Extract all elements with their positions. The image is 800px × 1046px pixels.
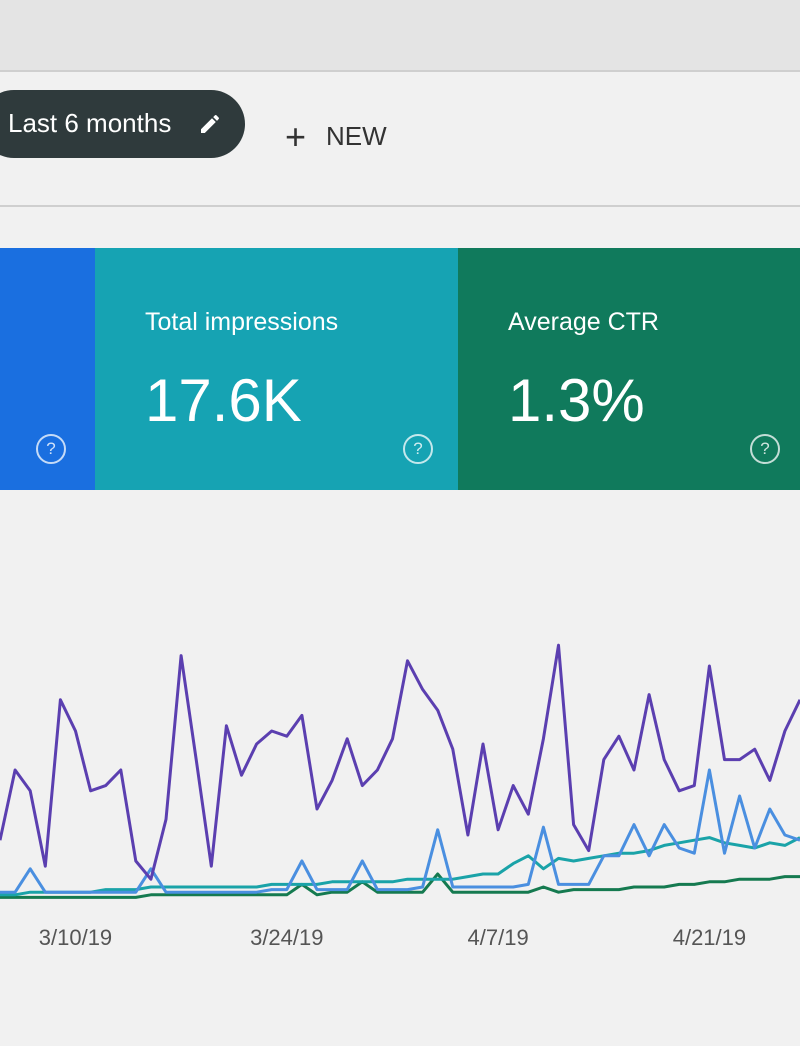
edit-icon <box>201 115 219 133</box>
plus-icon: + <box>285 116 307 157</box>
series-line <box>0 836 800 897</box>
new-button-text: NEW <box>326 121 387 151</box>
metric-label: Average CTR <box>508 308 659 336</box>
series-line <box>0 872 800 899</box>
date-range-chip[interactable]: Last 6 months <box>0 90 245 158</box>
metric-card[interactable]: ? <box>0 248 95 490</box>
help-icon[interactable]: ? <box>750 434 780 464</box>
x-tick-label: 3/24/19 <box>250 925 323 950</box>
metric-card[interactable]: Average CTR 1.3% ? <box>458 248 800 490</box>
metric-value: 1.3% <box>508 367 645 434</box>
divider <box>0 205 800 207</box>
header-bar <box>0 0 800 72</box>
x-tick-label: 3/10/19 <box>39 925 112 950</box>
date-range-text: Last 6 months <box>8 108 172 138</box>
x-tick-label: 4/7/19 <box>468 925 529 950</box>
series-line <box>0 643 800 881</box>
metric-card[interactable]: Total impressions 17.6K ? <box>95 248 458 490</box>
metric-value: 17.6K <box>145 367 302 434</box>
new-button[interactable]: + NEW <box>285 112 387 157</box>
metric-label: Total impressions <box>145 308 339 336</box>
help-icon[interactable]: ? <box>403 434 433 464</box>
x-tick-label: 4/21/19 <box>673 925 746 950</box>
help-icon[interactable]: ? <box>36 434 66 464</box>
series-line <box>0 768 800 894</box>
